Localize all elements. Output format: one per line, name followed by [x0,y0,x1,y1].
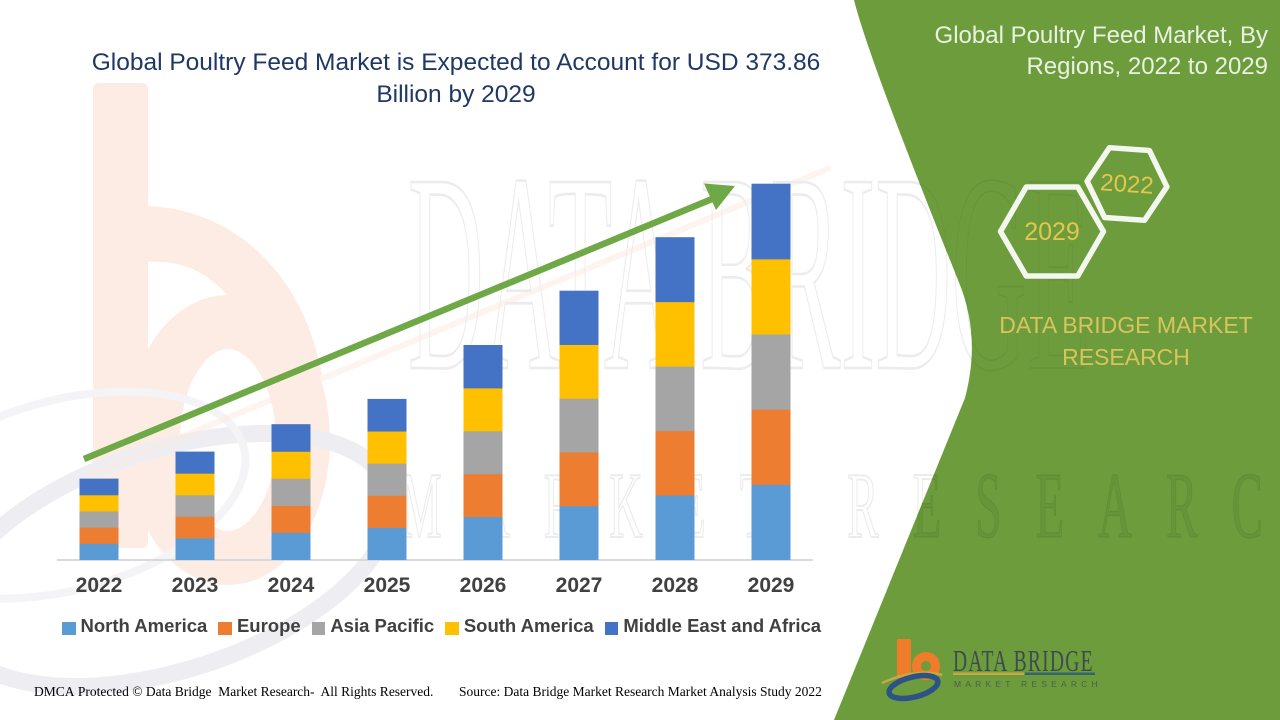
svg-text:MARKET RESEARCH: MARKET RESEARCH [954,679,1102,689]
svg-text:2029: 2029 [1024,218,1080,246]
svg-text:2022: 2022 [1099,169,1154,200]
svg-text:DATA BRIDGE: DATA BRIDGE [953,643,1094,678]
